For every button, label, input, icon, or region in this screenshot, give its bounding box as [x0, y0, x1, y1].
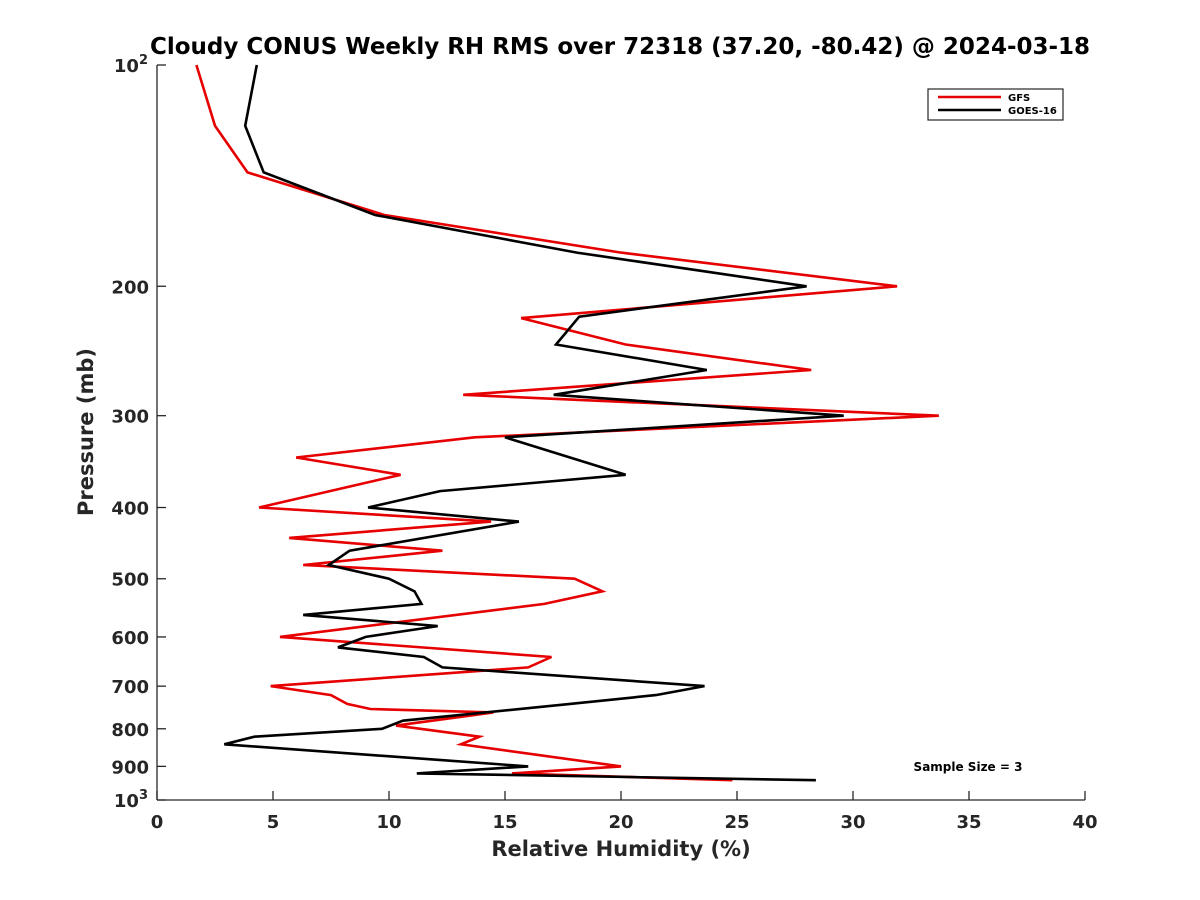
- x-tick-label: 40: [1072, 812, 1097, 833]
- x-tick-label: 5: [267, 812, 280, 833]
- y-tick-label: 500: [111, 570, 149, 591]
- x-tick-label: 15: [492, 812, 517, 833]
- x-tick-label: 35: [956, 812, 981, 833]
- x-tick-label: 10: [376, 812, 401, 833]
- y-axis-label: Pressure (mb): [74, 348, 98, 516]
- y-tick-label: 300: [111, 407, 149, 428]
- y-tick-label: 600: [111, 628, 149, 649]
- x-ticks: 0 5 10 15 20 25 30 35 40: [151, 791, 1098, 833]
- y-tick-label: 102: [114, 53, 148, 77]
- plot-lines: [195, 64, 939, 782]
- series-line-gfs: [195, 64, 939, 782]
- series-line-goes16: [223, 64, 844, 782]
- y-tick-label: 400: [111, 499, 149, 520]
- y-ticks: 102 200 300 400 500 600 700 800 900 103: [111, 53, 166, 812]
- x-axis-label: Relative Humidity (%): [491, 837, 750, 861]
- legend: GFS GOES-16: [927, 88, 1064, 121]
- legend-label-gfs: GFS: [1008, 93, 1030, 104]
- y-tick-label: 800: [111, 720, 149, 741]
- x-tick-label: 30: [840, 812, 865, 833]
- y-tick-label: 700: [111, 677, 149, 698]
- legend-box: [927, 88, 1064, 121]
- y-tick-label: 103: [114, 788, 148, 812]
- chart-title: Cloudy CONUS Weekly RH RMS over 72318 (3…: [150, 34, 1090, 60]
- y-tick-label: 200: [111, 277, 149, 298]
- x-tick-label: 20: [608, 812, 633, 833]
- x-tick-label: 0: [151, 812, 164, 833]
- sample-size-annotation: Sample Size = 3: [914, 760, 1023, 774]
- y-tick-label: 900: [111, 757, 149, 778]
- legend-label-goes16: GOES-16: [1008, 106, 1057, 117]
- x-tick-label: 25: [724, 812, 749, 833]
